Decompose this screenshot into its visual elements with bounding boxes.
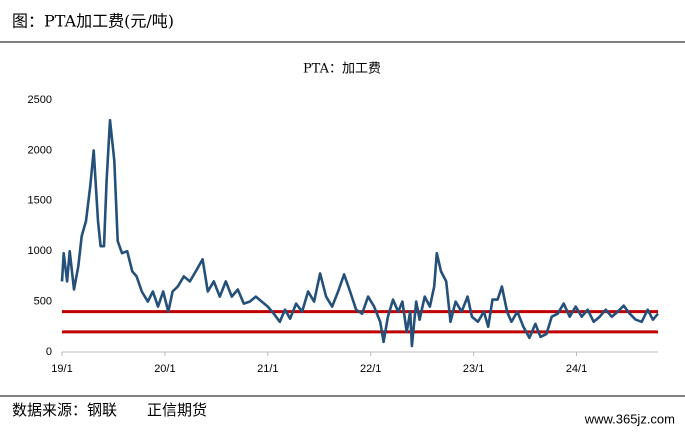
x-tick-label: 24/1	[566, 363, 587, 375]
y-tick-label: 2500	[28, 94, 52, 106]
y-tick-label: 500	[34, 296, 52, 308]
series-line	[60, 118, 659, 348]
header: 图：PTA加工费(元/吨)	[12, 12, 174, 31]
x-tick-label: 23/1	[463, 363, 484, 375]
y-tick-label: 0	[46, 346, 52, 358]
x-tick-label: 20/1	[154, 363, 175, 375]
watermark: www.365jz.com	[584, 411, 675, 426]
x-tick-label: 21/1	[257, 363, 278, 375]
source: 数据来源：钢联 正信期货	[12, 401, 207, 419]
x-tick-label: 22/1	[360, 363, 381, 375]
chart-title: PTA：加工费	[303, 62, 381, 77]
y-tick-label: 1000	[28, 245, 52, 257]
x-tick-label: 19/1	[51, 363, 72, 375]
y-tick-label: 2000	[28, 144, 52, 156]
y-tick-label: 1500	[28, 195, 52, 207]
